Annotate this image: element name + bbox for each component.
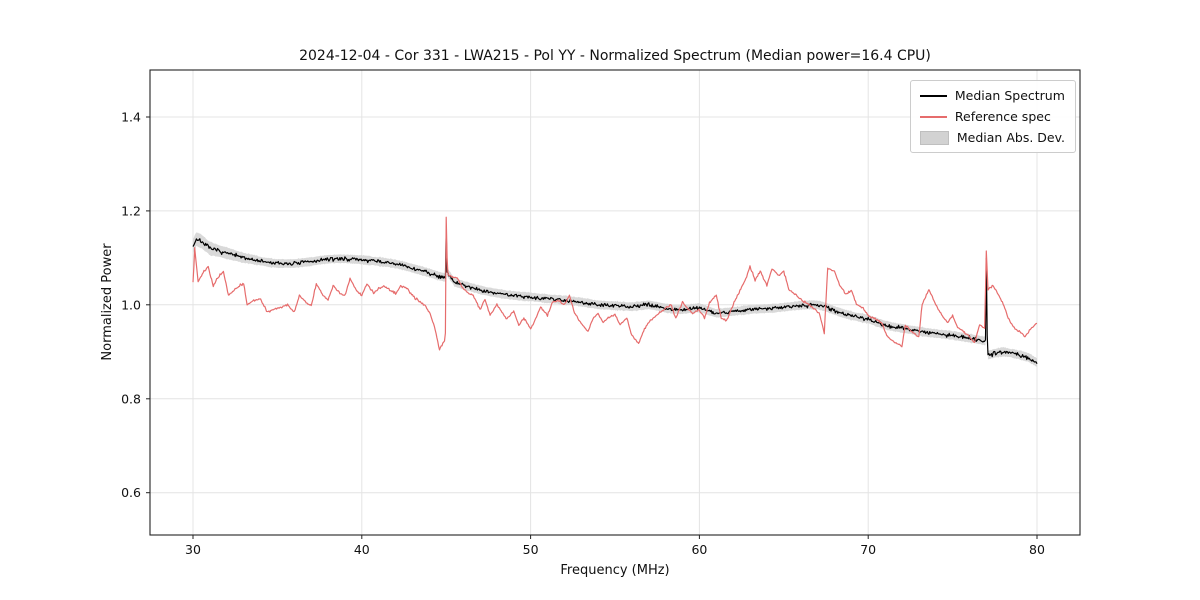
- x-tick-label: 50: [523, 542, 539, 557]
- x-tick-label: 70: [860, 542, 876, 557]
- plot-frame: [149, 69, 1081, 536]
- median-spectrum-line: [192, 230, 1038, 365]
- y-axis-label: Normalized Power: [100, 243, 115, 361]
- legend-entry-reference-spec: Reference spec: [919, 109, 1065, 124]
- x-tick-label: 40: [354, 542, 370, 557]
- y-tick-label: 0.6: [121, 485, 141, 500]
- y-tick-label: 1.2: [121, 203, 141, 218]
- chart-title: 2024-12-04 - Cor 331 - LWA215 - Pol YY -…: [299, 48, 931, 64]
- y-tick-label: 1.4: [121, 110, 141, 125]
- legend-label-reference-spec: Reference spec: [954, 109, 1051, 124]
- reference-spec-line: [192, 216, 1038, 351]
- y-tick-label: 0.8: [121, 391, 141, 406]
- y-tick-label: 1.0: [121, 297, 141, 312]
- legend-entry-mad-band: Median Abs. Dev.: [919, 130, 1065, 145]
- x-axis-label: Frequency (MHz): [560, 563, 670, 578]
- x-tick-label: 80: [1029, 542, 1045, 557]
- legend-label-median-spectrum: Median Spectrum: [954, 88, 1065, 103]
- median-spectrum-line-swatch: [919, 94, 947, 97]
- legend-label-mad-band: Median Abs. Dev.: [956, 130, 1065, 145]
- mad-band-patch-swatch: [919, 130, 949, 145]
- x-tick-label: 60: [691, 542, 707, 557]
- legend-entry-median-spectrum: Median Spectrum: [919, 88, 1065, 103]
- x-tick-label: 30: [185, 542, 201, 557]
- reference-spec-line-swatch: [919, 115, 947, 118]
- legend: Median Spectrum Reference spec Median Ab…: [909, 80, 1076, 153]
- mad-band-area: [193, 227, 1037, 367]
